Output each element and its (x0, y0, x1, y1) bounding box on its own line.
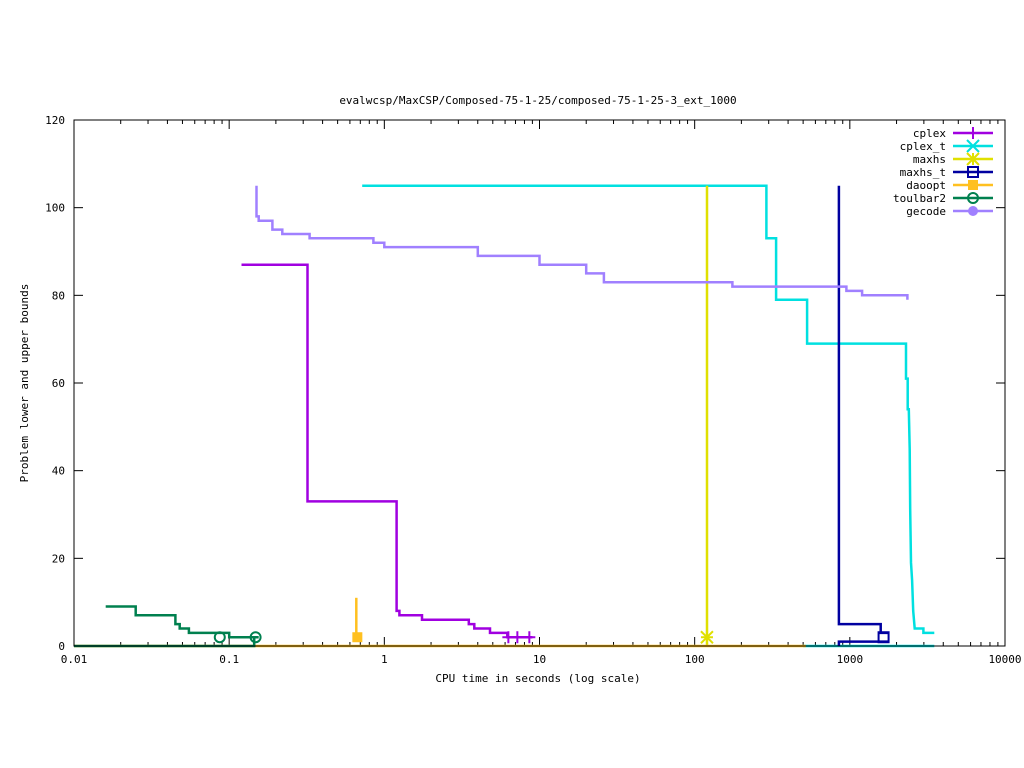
chart-title: evalwcsp/MaxCSP/Composed-75-1-25/compose… (339, 94, 736, 107)
series-toulbar2-lower-bound (74, 637, 256, 648)
marker-shape (352, 632, 363, 643)
marker-stroke (700, 630, 714, 644)
y-tick-label: 40 (52, 465, 65, 478)
series-toulbar2-upper-bound (105, 605, 259, 639)
marker-shape (967, 166, 979, 178)
legend-label: maxhs_t (900, 166, 946, 179)
x-axis-label: CPU time in seconds (log scale) (435, 672, 640, 685)
legend-label: maxhs (913, 153, 946, 166)
series-cplex_t-upper-bound (362, 184, 935, 635)
point-marker (523, 631, 536, 644)
x-tick-label: 10 (533, 653, 546, 666)
x-tick-label: 0.1 (219, 653, 239, 666)
y-tick-label: 60 (52, 377, 65, 390)
point-marker (511, 631, 524, 644)
point-marker (213, 631, 226, 644)
legend-label: daoopt (906, 179, 946, 192)
marker-stroke (966, 139, 980, 153)
x-tick-label: 1 (381, 653, 388, 666)
legend-label: cplex (913, 127, 946, 140)
x-tick-label: 0.01 (61, 653, 88, 666)
legend-label: cplex_t (900, 140, 946, 153)
point-marker (700, 630, 714, 644)
point-marker (968, 206, 978, 216)
y-tick-label: 80 (52, 289, 65, 302)
y-tick-label: 120 (45, 114, 65, 127)
point-marker (967, 127, 979, 139)
series-maxhs_t-upper-bound (837, 185, 889, 635)
y-tick-label: 20 (52, 552, 65, 565)
point-marker (966, 152, 980, 166)
marker-shape (213, 631, 226, 644)
point-marker (968, 180, 978, 190)
marker-shape (968, 180, 978, 190)
legend-label: toulbar2 (893, 192, 946, 205)
legend-label: gecode (906, 205, 946, 218)
x-tick-label: 100 (685, 653, 705, 666)
point-marker (966, 139, 980, 153)
axis-ticks: 0.01 0.1 1 10 100 1000 10000 0 20 40 60 80 100 120 (45, 114, 1021, 666)
point-marker (967, 166, 979, 178)
marker-shape (967, 192, 979, 204)
marker-stroke (966, 152, 980, 166)
y-axis-label: Problem lower and upper bounds (18, 284, 31, 483)
y-tick-label: 0 (58, 640, 65, 653)
y-tick-label: 100 (45, 202, 65, 215)
point-marker (877, 631, 890, 644)
plot-series (74, 184, 935, 648)
x-tick-label: 10000 (988, 653, 1021, 666)
x-tick-label: 1000 (837, 653, 864, 666)
legend: cplexcplex_tmaxhsmaxhs_tdaoopttoulbar2ge… (893, 127, 993, 218)
plot-markers (213, 630, 890, 644)
series-cplex-upper-bound (241, 263, 533, 639)
marker-shape (877, 631, 890, 644)
point-marker (352, 632, 363, 643)
series-gecode-upper-bound (255, 185, 909, 300)
point-marker (967, 192, 979, 204)
marker-shape (968, 206, 978, 216)
marker-shape (249, 631, 262, 644)
plot-frame (73, 119, 1006, 647)
point-marker (249, 631, 262, 644)
series-maxhs_t-lower-bound (837, 640, 889, 646)
